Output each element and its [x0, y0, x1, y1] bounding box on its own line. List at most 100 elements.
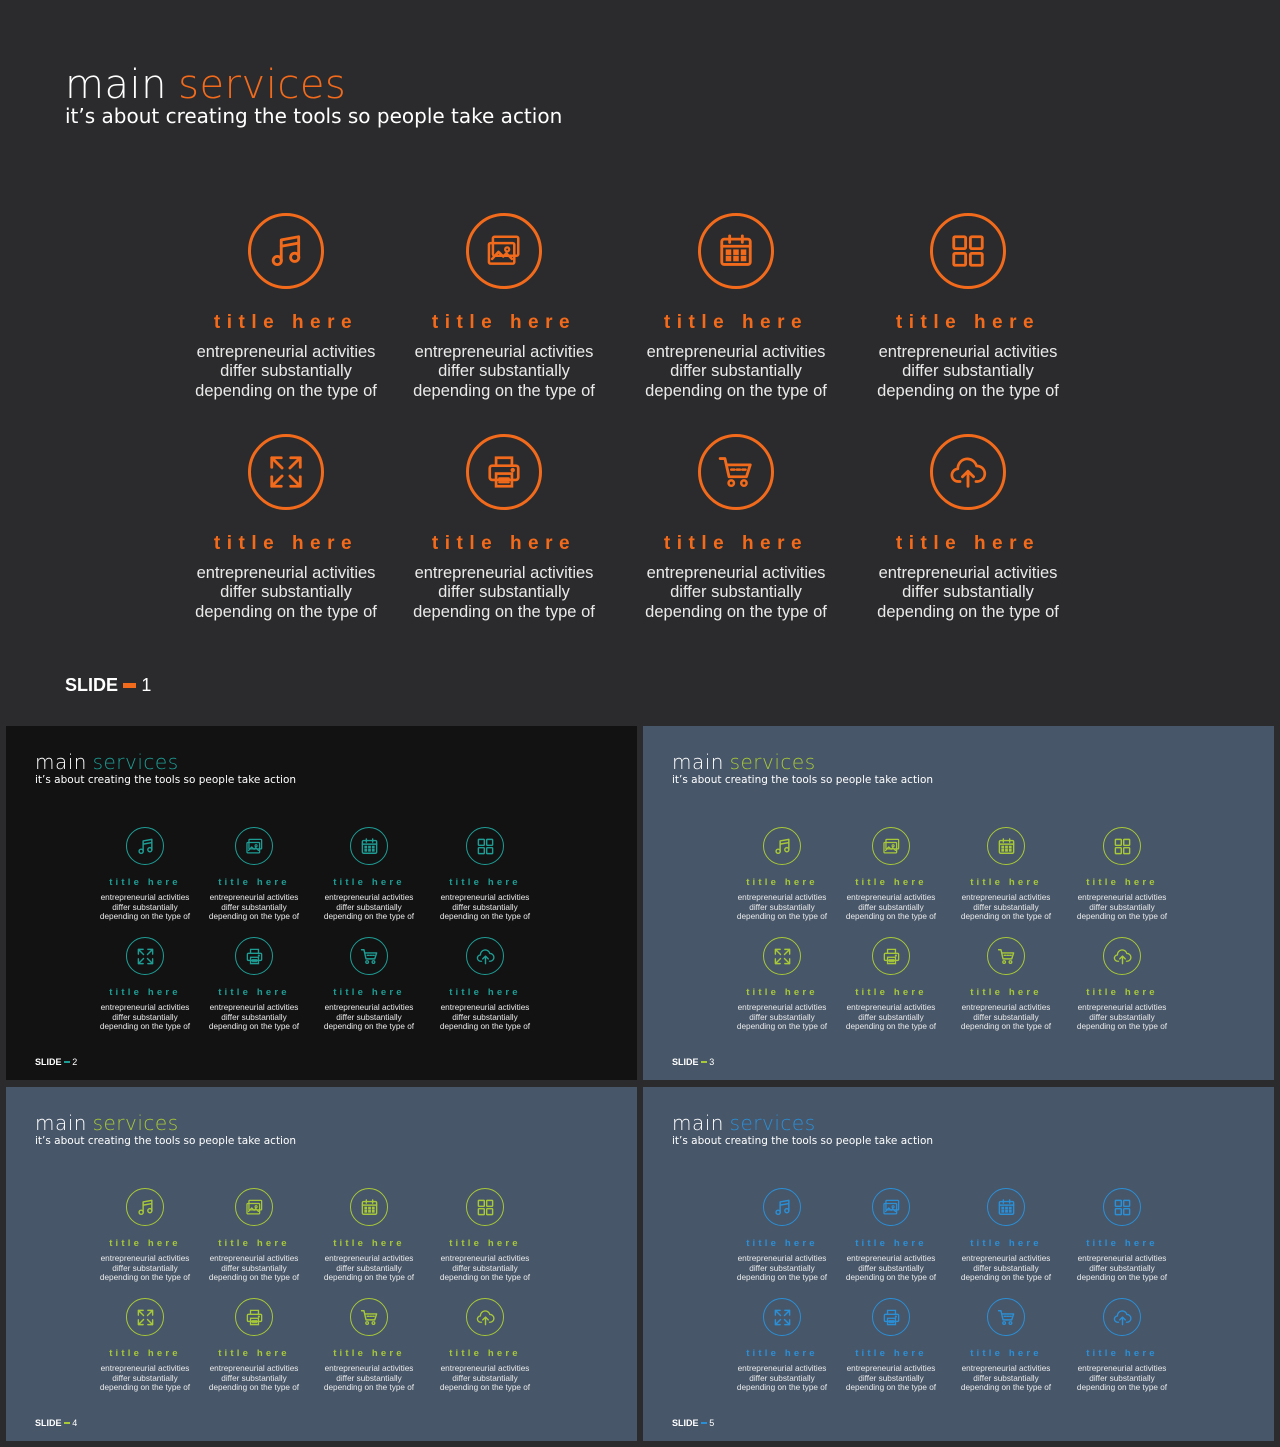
- description-line: entrepreneurial activities: [414, 564, 594, 582]
- icon-circle: [930, 434, 1006, 510]
- service-item: title here entrepreneurial activities diff…: [725, 1298, 839, 1394]
- description-line: entrepreneurial activities: [1077, 1003, 1167, 1012]
- slide-3: main services it’s about creating the tool…: [643, 726, 1274, 1080]
- service-description: entrepreneurial activities differ substan…: [705, 1364, 859, 1393]
- description-line: entrepreneurial activities: [440, 1254, 530, 1263]
- icon-circle: [466, 213, 542, 289]
- description-line: differ substantially: [112, 1012, 178, 1022]
- footer-accent-bar: [63, 1421, 70, 1425]
- slide-number: 1: [141, 675, 152, 695]
- printer-icon: [883, 948, 899, 964]
- description-line: differ substantially: [858, 1263, 924, 1273]
- printer-icon: [246, 948, 262, 964]
- description-line: depending on the type of: [877, 602, 1059, 621]
- description-line: depending on the type of: [645, 381, 827, 400]
- expand-arrows-icon: [137, 1309, 153, 1325]
- service-item: title here entrepreneurial activities diff…: [949, 1298, 1063, 1394]
- description-line: entrepreneurial activities: [209, 1003, 299, 1012]
- description-line: entrepreneurial activities: [100, 1364, 190, 1373]
- icon-circle: [1103, 1298, 1141, 1336]
- description-line: differ substantially: [452, 1012, 518, 1022]
- description-line: depending on the type of: [1076, 1022, 1168, 1032]
- slide-5: main services it’s about creating the tool…: [643, 1087, 1274, 1441]
- service-description: entrepreneurial activities differ substan…: [814, 893, 968, 922]
- description-line: differ substantially: [749, 902, 815, 912]
- description-line: depending on the type of: [413, 381, 595, 400]
- slide-subtitle: it’s about creating the tools so people …: [672, 774, 934, 786]
- description-line: entrepreneurial activities: [324, 893, 414, 902]
- service-title: title here: [970, 1238, 1042, 1249]
- service-description: entrepreneurial activities differ substan…: [408, 1254, 562, 1283]
- heading-main: main: [35, 1111, 87, 1135]
- icon-circle: [248, 434, 324, 510]
- slide-heading: main services: [672, 750, 816, 774]
- service-item: title here entrepreneurial activities diff…: [1065, 1298, 1179, 1394]
- slide-label: SLIDE: [65, 675, 119, 695]
- description-line: differ substantially: [221, 1012, 287, 1022]
- service-description: entrepreneurial activities differ substan…: [68, 893, 222, 922]
- service-item: title here entrepreneurial activities diff…: [834, 937, 948, 1033]
- description-line: differ substantially: [221, 1263, 287, 1273]
- footer-accent-bar: [700, 1060, 707, 1064]
- icon-circle: [930, 213, 1006, 289]
- service-description: entrepreneurial activities differ substan…: [814, 1003, 968, 1032]
- service-description: entrepreneurial activities differ substan…: [292, 1364, 446, 1393]
- grid-apps-icon: [1114, 1199, 1130, 1215]
- icon-circle: [350, 1188, 388, 1226]
- slide-subtitle: it’s about creating the tools so people …: [35, 774, 297, 786]
- heading-main: main: [672, 750, 724, 774]
- calendar-icon: [998, 837, 1014, 854]
- slide-label: SLIDE: [672, 1418, 699, 1428]
- service-title: title here: [970, 987, 1042, 998]
- service-item: title here entrepreneurial activities diff…: [853, 434, 1083, 623]
- service-description: entrepreneurial activities differ substan…: [177, 1254, 331, 1283]
- service-title: title here: [895, 312, 1041, 333]
- description-line: differ substantially: [336, 1263, 402, 1273]
- service-description: entrepreneurial activities differ substan…: [1045, 1003, 1199, 1032]
- description-line: depending on the type of: [439, 1383, 531, 1393]
- icon-circle: [466, 1188, 504, 1226]
- service-title: title here: [333, 877, 405, 888]
- description-line: differ substantially: [112, 1373, 178, 1383]
- description-line: depending on the type of: [195, 381, 377, 400]
- service-item: title here entrepreneurial activities diff…: [88, 827, 202, 923]
- slide-footer: SLIDE 5: [672, 1418, 714, 1428]
- service-title: title here: [218, 1348, 290, 1359]
- description-line: differ substantially: [858, 1012, 924, 1022]
- service-title: title here: [109, 1238, 181, 1249]
- description-line: depending on the type of: [736, 1022, 828, 1032]
- description-line: entrepreneurial activities: [878, 564, 1058, 582]
- service-item: title here entrepreneurial activities diff…: [949, 1188, 1063, 1284]
- music-note-icon: [774, 1199, 790, 1215]
- service-item: title here entrepreneurial activities diff…: [389, 434, 619, 623]
- service-description: entrepreneurial activities differ substan…: [68, 1364, 222, 1393]
- icon-circle: [248, 213, 324, 289]
- service-item: title here entrepreneurial activities diff…: [834, 1188, 948, 1284]
- service-item: title here entrepreneurial activities diff…: [621, 434, 851, 623]
- service-description: entrepreneurial activities differ substan…: [177, 893, 331, 922]
- slide-footer: SLIDE 2: [35, 1057, 77, 1067]
- icon-circle: [126, 827, 164, 865]
- shopping-cart-icon: [997, 1309, 1014, 1325]
- shopping-cart-icon: [360, 948, 377, 964]
- cloud-upload-icon: [1113, 948, 1132, 964]
- service-description: entrepreneurial activities differ substan…: [814, 1364, 968, 1393]
- service-description: entrepreneurial activities differ substan…: [929, 1003, 1083, 1032]
- description-line: entrepreneurial activities: [846, 1364, 936, 1373]
- slide-number: 4: [72, 1418, 78, 1428]
- grid-apps-icon: [477, 838, 493, 854]
- description-line: entrepreneurial activities: [324, 1003, 414, 1012]
- description-line: entrepreneurial activities: [961, 1003, 1051, 1012]
- service-item: title here entrepreneurial activities diff…: [389, 213, 619, 402]
- description-line: differ substantially: [112, 902, 178, 912]
- service-item: title here entrepreneurial activities diff…: [725, 937, 839, 1033]
- description-line: depending on the type of: [439, 1022, 531, 1032]
- icon-circle: [235, 1188, 273, 1226]
- service-description: entrepreneurial activities differ substan…: [1045, 1254, 1199, 1283]
- image-gallery-icon: [882, 1199, 899, 1214]
- description-line: depending on the type of: [1076, 912, 1168, 922]
- description-line: depending on the type of: [99, 1383, 191, 1393]
- cloud-upload-icon: [1113, 1309, 1132, 1325]
- slide-1: main services it’s about creating the tool…: [0, 0, 1280, 718]
- description-line: differ substantially: [973, 1012, 1039, 1022]
